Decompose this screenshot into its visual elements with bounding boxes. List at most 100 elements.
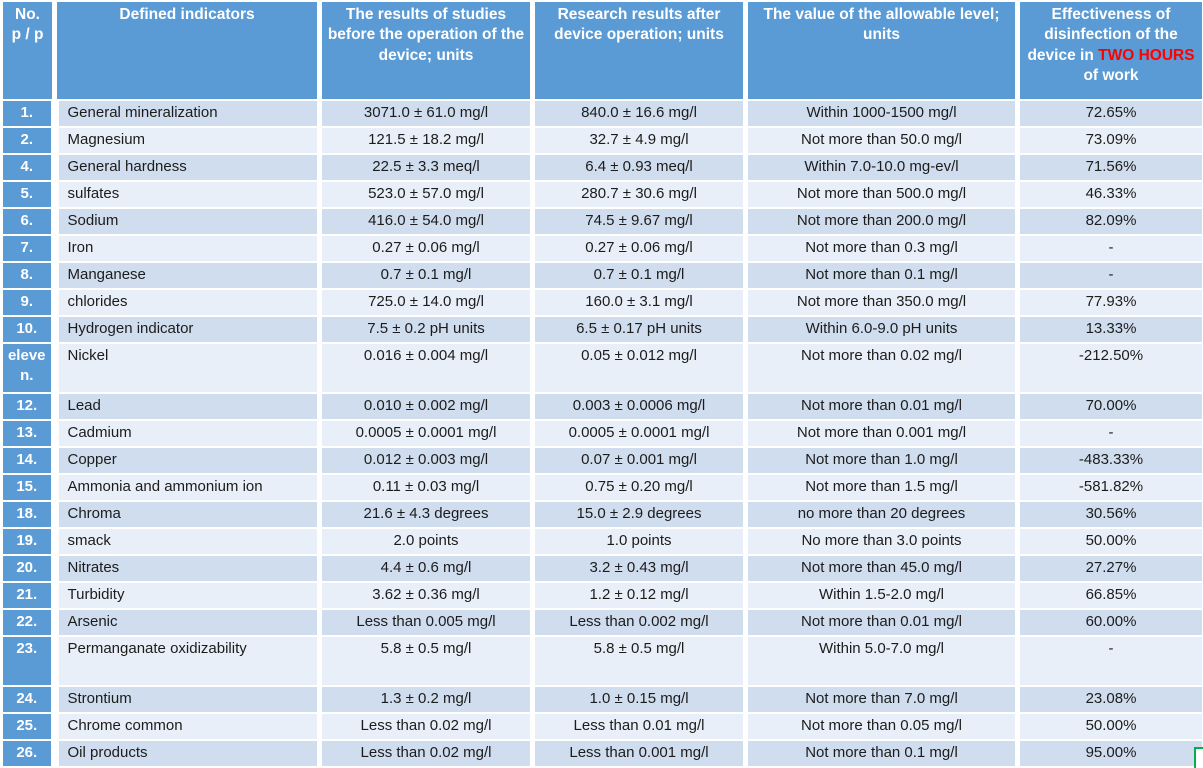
row-number-cell: 4. <box>0 153 59 182</box>
allowable-value-cell: Not more than 0.3 mg/l <box>743 234 1020 263</box>
before-value-cell: 0.012 ± 0.003 mg/l <box>317 446 535 475</box>
after-value-cell: 6.4 ± 0.93 meq/l <box>530 153 748 182</box>
after-value-cell: Less than 0.01 mg/l <box>530 712 748 741</box>
effectiveness-cell: 72.65% <box>1015 99 1203 128</box>
after-value-cell: 1.0 ± 0.15 mg/l <box>530 685 748 714</box>
before-value-cell: 2.0 points <box>317 527 535 556</box>
indicator-cell: Arsenic <box>52 608 322 637</box>
indicator-cell: Lead <box>52 392 322 421</box>
table-row: 20. Nitrates 4.4 ± 0.6 mg/l 3.2 ± 0.43 mg/l… <box>0 554 1203 583</box>
before-value-cell: 5.8 ± 0.5 mg/l <box>317 635 535 687</box>
table-row: 19. smack 2.0 points 1.0 points No more than… <box>0 527 1203 556</box>
table-row: eleven. Nickel 0.016 ± 0.004 mg/l 0.05 ± 0.… <box>0 342 1203 394</box>
after-value-cell: 280.7 ± 30.6 mg/l <box>530 180 748 209</box>
row-number-cell: 10. <box>0 315 59 344</box>
table-row: 10. Hydrogen indicator 7.5 ± 0.2 pH units 6… <box>0 315 1203 344</box>
before-value-cell: 416.0 ± 54.0 mg/l <box>317 207 535 236</box>
after-value-cell: 1.0 points <box>530 527 748 556</box>
indicator-cell: Hydrogen indicator <box>52 315 322 344</box>
table-row: 12. Lead 0.010 ± 0.002 mg/l 0.003 ± 0.0006 … <box>0 392 1203 421</box>
row-number-cell: 7. <box>0 234 59 263</box>
row-number-cell: 5. <box>0 180 59 209</box>
before-value-cell: Less than 0.02 mg/l <box>317 739 535 768</box>
row-number-cell: 20. <box>0 554 59 583</box>
after-value-cell: 1.2 ± 0.12 mg/l <box>530 581 748 610</box>
indicator-cell: Turbidity <box>52 581 322 610</box>
before-value-cell: 523.0 ± 57.0 mg/l <box>317 180 535 209</box>
indicator-cell: Permanganate oxidizability <box>52 635 322 687</box>
effectiveness-cell: 77.93% <box>1015 288 1203 317</box>
before-value-cell: 7.5 ± 0.2 pH units <box>317 315 535 344</box>
before-value-cell: 1.3 ± 0.2 mg/l <box>317 685 535 714</box>
effectiveness-cell: 13.33% <box>1015 315 1203 344</box>
table-row: 18. Chroma 21.6 ± 4.3 degrees 15.0 ± 2.9 de… <box>0 500 1203 529</box>
allowable-value-cell: Within 7.0-10.0 mg-ev/l <box>743 153 1020 182</box>
table-row: 13. Cadmium 0.0005 ± 0.0001 mg/l 0.0005 ± 0… <box>0 419 1203 448</box>
after-value-cell: 5.8 ± 0.5 mg/l <box>530 635 748 687</box>
row-number-cell: 22. <box>0 608 59 637</box>
column-header-number: No. p / p <box>0 0 57 101</box>
effectiveness-cell: 50.00% <box>1015 527 1203 556</box>
row-number-cell: 12. <box>0 392 59 421</box>
table-row: 24. Strontium 1.3 ± 0.2 mg/l 1.0 ± 0.15 mg/… <box>0 685 1203 714</box>
allowable-value-cell: Not more than 500.0 mg/l <box>743 180 1020 209</box>
before-value-cell: 21.6 ± 4.3 degrees <box>317 500 535 529</box>
row-number-cell: 13. <box>0 419 59 448</box>
before-value-cell: Less than 0.02 mg/l <box>317 712 535 741</box>
row-number-cell: eleven. <box>0 342 59 394</box>
after-value-cell: 0.7 ± 0.1 mg/l <box>530 261 748 290</box>
before-value-cell: 4.4 ± 0.6 mg/l <box>317 554 535 583</box>
after-value-cell: 15.0 ± 2.9 degrees <box>530 500 748 529</box>
indicator-cell: Oil products <box>52 739 322 768</box>
effectiveness-cell: - <box>1015 234 1203 263</box>
before-value-cell: 3071.0 ± 61.0 mg/l <box>317 99 535 128</box>
row-number-cell: 6. <box>0 207 59 236</box>
allowable-value-cell: Within 5.0-7.0 mg/l <box>743 635 1020 687</box>
table-row: 4. General hardness 22.5 ± 3.3 meq/l 6.4 ± … <box>0 153 1203 182</box>
before-value-cell: Less than 0.005 mg/l <box>317 608 535 637</box>
table-row: 26. Oil products Less than 0.02 mg/l Less t… <box>0 739 1203 768</box>
effectiveness-cell: 46.33% <box>1015 180 1203 209</box>
row-number-cell: 9. <box>0 288 59 317</box>
before-value-cell: 0.010 ± 0.002 mg/l <box>317 392 535 421</box>
effectiveness-cell: 71.56% <box>1015 153 1203 182</box>
table-row: 9. chlorides 725.0 ± 14.0 mg/l 160.0 ± 3.1 … <box>0 288 1203 317</box>
after-value-cell: 840.0 ± 16.6 mg/l <box>530 99 748 128</box>
table-row: 5. sulfates 523.0 ± 57.0 mg/l 280.7 ± 30.6 … <box>0 180 1203 209</box>
effectiveness-cell: - <box>1015 261 1203 290</box>
before-value-cell: 725.0 ± 14.0 mg/l <box>317 288 535 317</box>
indicator-cell: sulfates <box>52 180 322 209</box>
allowable-value-cell: Within 6.0-9.0 pH units <box>743 315 1020 344</box>
header-two-hours-highlight: TWO HOURS <box>1098 46 1195 64</box>
before-value-cell: 0.7 ± 0.1 mg/l <box>317 261 535 290</box>
row-number-cell: 2. <box>0 126 59 155</box>
allowable-value-cell: No more than 3.0 points <box>743 527 1020 556</box>
row-number-cell: 23. <box>0 635 59 687</box>
table-body: 1. General mineralization 3071.0 ± 61.0 mg… <box>0 99 1203 768</box>
effectiveness-cell: 30.56% <box>1015 500 1203 529</box>
allowable-value-cell: Not more than 7.0 mg/l <box>743 685 1020 714</box>
table-row: 15. Ammonia and ammonium ion 0.11 ± 0.03 m… <box>0 473 1203 502</box>
table-row: 25. Chrome common Less than 0.02 mg/l Less … <box>0 712 1203 741</box>
corner-object-handle[interactable] <box>1194 747 1203 768</box>
column-header-indicators: Defined indicators <box>52 0 322 101</box>
effectiveness-cell: 60.00% <box>1015 608 1203 637</box>
allowable-value-cell: Not more than 1.5 mg/l <box>743 473 1020 502</box>
header-effectiveness-text: Effectiveness of disinfection of the dev… <box>1027 6 1178 64</box>
effectiveness-cell: -212.50% <box>1015 342 1203 394</box>
indicator-cell: Ammonia and ammonium ion <box>52 473 322 502</box>
effectiveness-cell: 27.27% <box>1015 554 1203 583</box>
after-value-cell: Less than 0.002 mg/l <box>530 608 748 637</box>
indicator-cell: Iron <box>52 234 322 263</box>
table-row: 8. Manganese 0.7 ± 0.1 mg/l 0.7 ± 0.1 mg/l N… <box>0 261 1203 290</box>
row-number-cell: 15. <box>0 473 59 502</box>
table-row: 2. Magnesium 121.5 ± 18.2 mg/l 32.7 ± 4.9 m… <box>0 126 1203 155</box>
column-header-allowable: The value of the allowable level; units <box>743 0 1020 101</box>
after-value-cell: 0.0005 ± 0.0001 mg/l <box>530 419 748 448</box>
column-header-effectiveness: Effectiveness of disinfection of the dev… <box>1015 0 1203 101</box>
allowable-value-cell: Not more than 0.02 mg/l <box>743 342 1020 394</box>
before-value-cell: 3.62 ± 0.36 mg/l <box>317 581 535 610</box>
effectiveness-cell: 50.00% <box>1015 712 1203 741</box>
